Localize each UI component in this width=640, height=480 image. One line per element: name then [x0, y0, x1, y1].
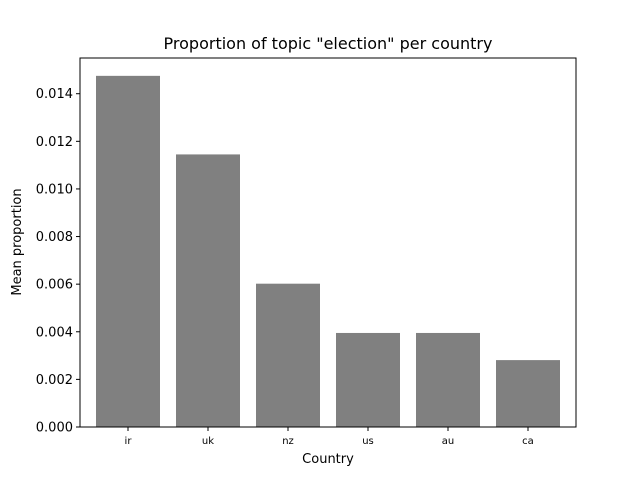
plot-frame — [79, 57, 577, 428]
y-tick-label-1: 0.002 — [36, 373, 73, 388]
bar-ca — [496, 360, 560, 427]
chart-title: Proportion of topic "election" per count… — [164, 34, 493, 53]
bar-us — [336, 332, 400, 427]
y-tick-label-7: 0.014 — [36, 87, 73, 102]
y-tick-label-2: 0.004 — [36, 325, 73, 340]
x-axis: ir uk nz us au ca — [125, 427, 534, 447]
y-tick-label-0: 0.000 — [36, 421, 73, 436]
bar-ir — [96, 75, 160, 428]
x-axis-label: Country — [302, 452, 354, 467]
y-axis: 0.000 0.002 0.004 0.006 0.008 0.010 0.012 0.014 — [36, 87, 80, 436]
y-tick-label-4: 0.008 — [36, 230, 73, 245]
bar-nz — [256, 283, 320, 427]
x-tick-label-ca: ca — [522, 436, 534, 447]
x-tick-label-au: au — [442, 436, 454, 447]
y-tick-label-5: 0.010 — [36, 182, 73, 197]
y-tick-label-3: 0.006 — [36, 278, 73, 293]
bars-group — [96, 75, 560, 428]
x-tick-label-ir: ir — [125, 436, 133, 447]
bar-uk — [176, 154, 240, 427]
y-axis-label: Mean proportion — [10, 188, 25, 295]
x-tick-label-us: us — [362, 436, 374, 447]
bar-au — [416, 332, 480, 427]
y-tick-label-6: 0.012 — [36, 135, 73, 150]
x-tick-label-uk: uk — [202, 436, 214, 447]
x-tick-label-nz: nz — [282, 436, 294, 447]
